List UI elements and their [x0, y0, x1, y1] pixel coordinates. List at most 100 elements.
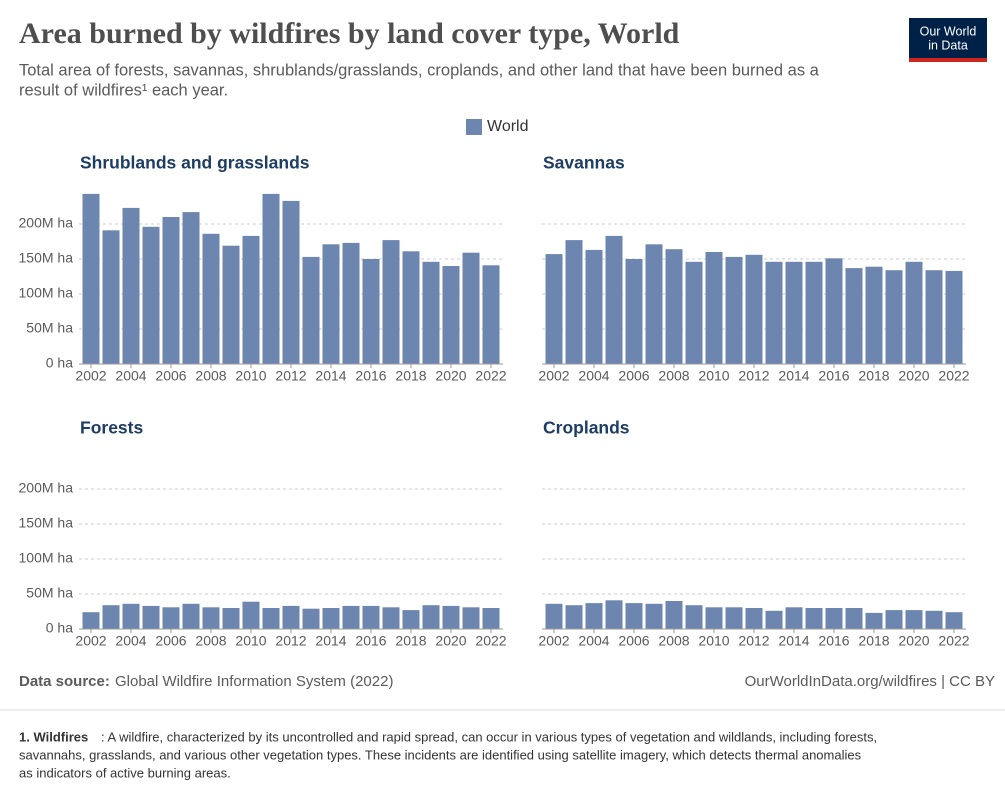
- y-tick-label: 200M ha: [19, 215, 74, 231]
- panel-title: Savannas: [543, 153, 625, 173]
- logo[interactable]: [909, 18, 987, 62]
- bar: [282, 200, 300, 364]
- x-tick-label: 2016: [355, 633, 386, 649]
- bar: [162, 217, 180, 364]
- y-tick-label: 150M ha: [19, 515, 74, 531]
- bar: [685, 605, 703, 629]
- note-term: 1. Wildfires: [19, 729, 88, 744]
- bar: [362, 259, 380, 364]
- bar: [585, 603, 603, 629]
- x-tick-label: 2014: [315, 633, 346, 649]
- bar: [82, 193, 100, 364]
- bar: [442, 266, 460, 364]
- bar: [462, 252, 480, 364]
- bar: [262, 193, 280, 364]
- bar: [182, 212, 200, 364]
- x-tick-label: 2006: [618, 368, 649, 384]
- bar: [725, 607, 743, 629]
- bar: [422, 261, 440, 364]
- bar: [645, 244, 663, 364]
- bar: [242, 235, 260, 364]
- bar: [422, 605, 440, 629]
- bar: [382, 607, 400, 629]
- legend-label[interactable]: World: [487, 118, 529, 135]
- bar: [805, 261, 823, 364]
- bar: [322, 244, 340, 364]
- bar: [825, 608, 843, 629]
- y-tick-label: 200M ha: [19, 480, 74, 496]
- bar: [302, 608, 320, 629]
- x-tick-label: 2008: [195, 368, 226, 384]
- bar: [665, 601, 683, 629]
- bar: [605, 235, 623, 364]
- y-tick-label: 0 ha: [46, 355, 73, 371]
- x-tick-label: 2006: [618, 633, 649, 649]
- bar: [142, 226, 160, 364]
- subtitle: Total area of forests, savannas, shrubla…: [19, 61, 820, 79]
- bar: [765, 261, 783, 364]
- bar: [262, 608, 280, 629]
- bar: [745, 608, 763, 629]
- x-tick-label: 2006: [155, 633, 186, 649]
- bar: [342, 605, 360, 629]
- bar: [845, 608, 863, 629]
- bar: [442, 605, 460, 629]
- x-tick-label: 2016: [355, 368, 386, 384]
- url[interactable]: OurWorldInData.org/wildfires | CC BY: [745, 673, 995, 690]
- x-tick-label: 2004: [115, 633, 146, 649]
- bar: [605, 600, 623, 629]
- bar: [645, 603, 663, 629]
- x-tick-label: 2018: [858, 368, 889, 384]
- x-tick-label: 2004: [578, 368, 609, 384]
- y-tick-label: 50M ha: [26, 320, 73, 336]
- bar: [765, 610, 783, 629]
- x-tick-label: 2004: [578, 633, 609, 649]
- x-tick-label: 2022: [475, 368, 506, 384]
- x-tick-label: 2006: [155, 368, 186, 384]
- x-tick-label: 2004: [115, 368, 146, 384]
- bar: [242, 601, 260, 629]
- note: : A wildfire, characterized by its uncon…: [101, 729, 877, 744]
- note: as indicators of active burning areas.: [19, 765, 231, 780]
- bar: [482, 608, 500, 629]
- bar: [202, 607, 220, 629]
- bar: [925, 610, 943, 629]
- x-tick-label: 2020: [898, 368, 929, 384]
- bar: [282, 605, 300, 629]
- x-tick-label: 2018: [858, 633, 889, 649]
- x-tick-label: 2022: [938, 633, 969, 649]
- bar: [102, 230, 120, 364]
- x-tick-label: 2010: [235, 633, 266, 649]
- y-tick-label: 150M ha: [19, 250, 74, 266]
- bar: [102, 605, 120, 629]
- panel-title: Croplands: [543, 418, 630, 438]
- x-tick-label: 2008: [658, 368, 689, 384]
- bar: [362, 605, 380, 629]
- bar: [805, 608, 823, 629]
- bar: [585, 249, 603, 364]
- source-label: Data source:: [19, 673, 110, 690]
- x-tick-label: 2018: [395, 368, 426, 384]
- bar: [342, 242, 360, 364]
- bar: [382, 240, 400, 364]
- x-tick-label: 2014: [315, 368, 346, 384]
- x-tick-label: 2012: [738, 633, 769, 649]
- x-tick-label: 2008: [658, 633, 689, 649]
- subtitle: result of wildfires¹ each year.: [19, 81, 228, 99]
- bar: [625, 603, 643, 629]
- chart-title: Area burned by wildfires by land cover t…: [19, 17, 680, 50]
- bar: [785, 261, 803, 364]
- x-tick-label: 2002: [75, 633, 106, 649]
- bar: [905, 261, 923, 364]
- bar: [705, 607, 723, 629]
- bar: [745, 254, 763, 364]
- bar: [825, 258, 843, 364]
- x-tick-label: 2012: [275, 633, 306, 649]
- y-tick-label: 100M ha: [19, 550, 74, 566]
- bar: [945, 612, 963, 629]
- bar: [402, 610, 420, 629]
- x-tick-label: 2018: [395, 633, 426, 649]
- y-tick-label: 50M ha: [26, 585, 73, 601]
- x-tick-label: 2002: [538, 368, 569, 384]
